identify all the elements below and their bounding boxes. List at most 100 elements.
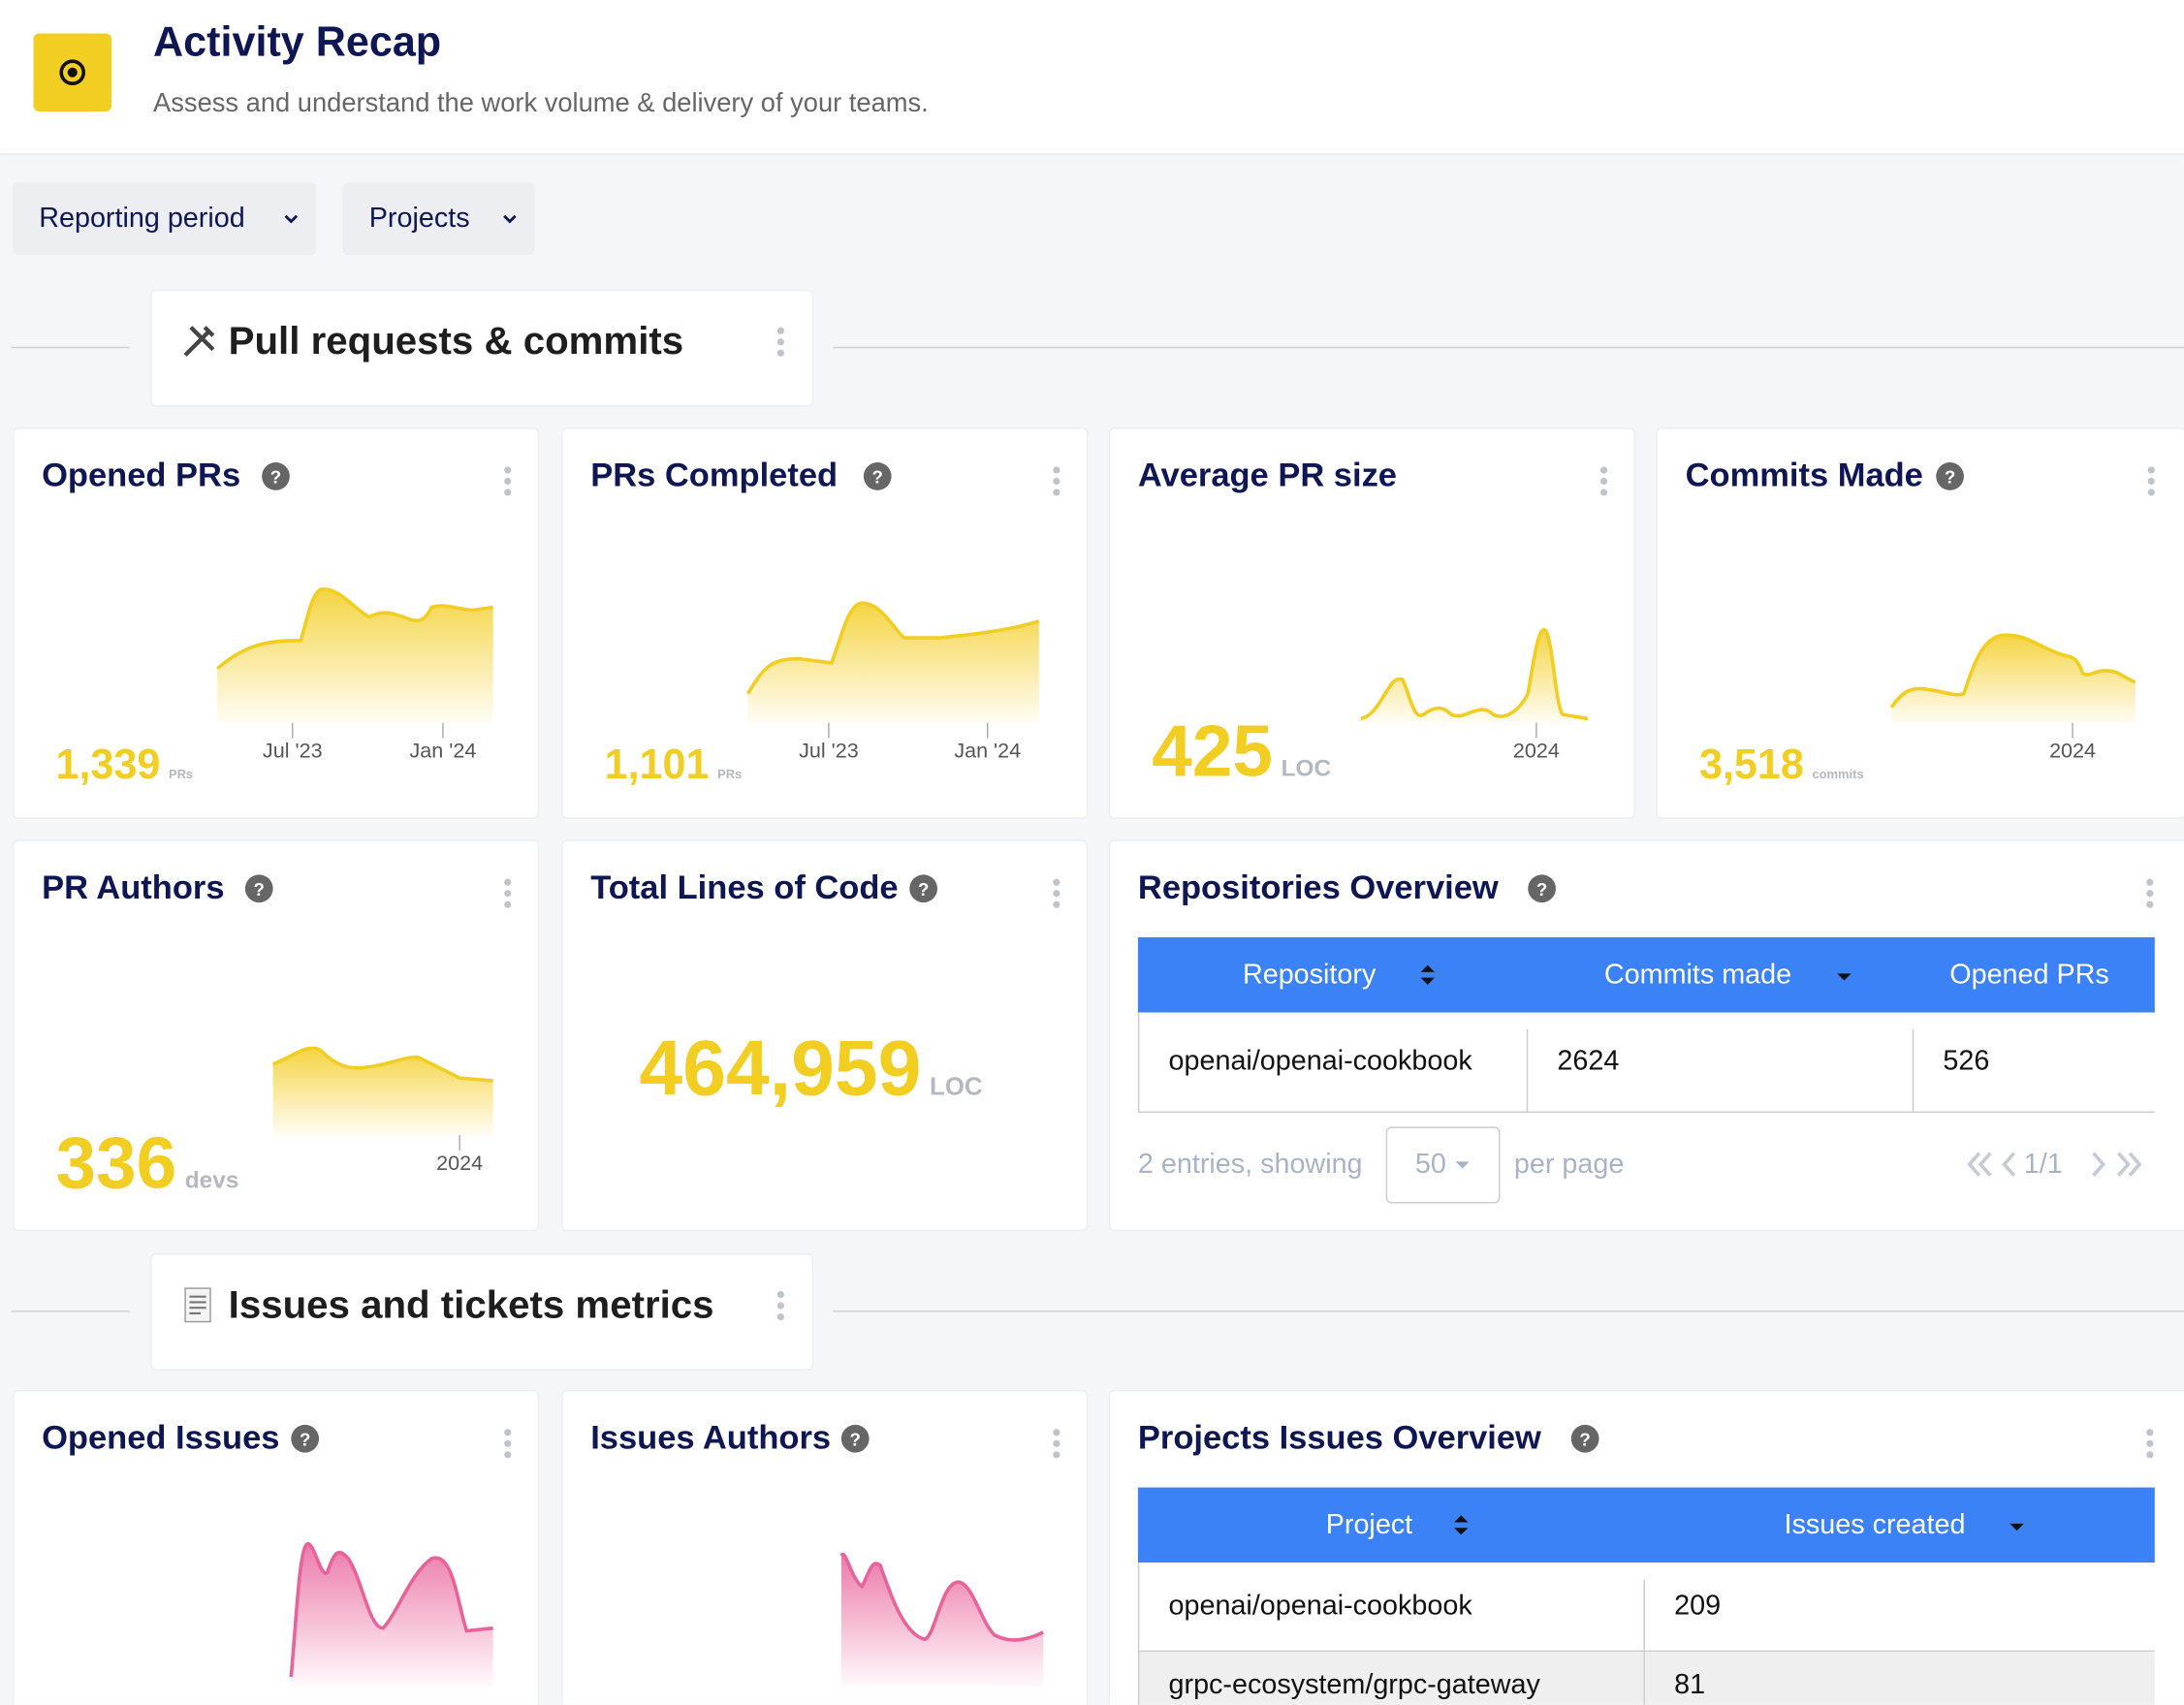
- column-header[interactable]: Commits made: [1603, 959, 1792, 991]
- menu-button[interactable]: [776, 1290, 784, 1324]
- dropdown-caret: [284, 214, 299, 224]
- metric-card: Opened PRs? Jul '23 Jan '24 1,339 PRs: [12, 427, 540, 819]
- sparkline: [289, 1542, 493, 1688]
- help-icon[interactable]: ?: [863, 462, 892, 490]
- cell-divider: [1526, 1028, 1529, 1114]
- page-title: Activity Recap: [153, 19, 442, 66]
- sort-icon: [1420, 964, 1435, 985]
- cell-divider: [1912, 1028, 1915, 1114]
- menu-button[interactable]: [1053, 1429, 1060, 1462]
- help-icon[interactable]: ?: [262, 462, 290, 490]
- section-header: Pull requests & commits: [150, 289, 814, 407]
- svg-text:?: ?: [1536, 879, 1547, 900]
- sort-desc-icon: [1837, 973, 1852, 981]
- table-cell: 526: [1943, 1046, 1990, 1077]
- prev-page: [2002, 1152, 2016, 1177]
- menu-button[interactable]: [1599, 466, 1608, 499]
- sparkline: [1889, 633, 2137, 739]
- table-cell: openai/openai-cookbook: [1168, 1046, 1472, 1077]
- card-title: PRs Completed: [590, 457, 839, 495]
- card-title: Opened PRs: [42, 457, 241, 495]
- pagination-controls: [1967, 1152, 2142, 1177]
- menu-button[interactable]: [504, 466, 512, 499]
- help-icon[interactable]: ?: [840, 1424, 870, 1453]
- card-title: Average PR size: [1137, 457, 1397, 495]
- menu-button[interactable]: [2146, 878, 2154, 912]
- svg-text:?: ?: [300, 1429, 310, 1449]
- metric-unit: commits: [1812, 767, 1864, 782]
- metric-value: 464,959 LOC: [640, 1023, 983, 1113]
- sparkline-line: [215, 586, 493, 671]
- menu-button[interactable]: [1053, 878, 1060, 912]
- per-page-select[interactable]: 50: [1385, 1126, 1501, 1204]
- sparkline: [746, 601, 1040, 739]
- menu-button[interactable]: [504, 878, 512, 912]
- svg-text:?: ?: [254, 879, 265, 900]
- per-page-text: per page: [1513, 1149, 1625, 1181]
- card-title: Opened Issues: [42, 1419, 280, 1457]
- sparkline: [839, 1552, 1044, 1688]
- metric-unit: PRs: [717, 767, 743, 782]
- axis-label: Jul '23: [799, 739, 859, 764]
- metric-value: 1,339 PRs: [55, 742, 193, 790]
- menu-button[interactable]: [1053, 466, 1060, 499]
- menu-button[interactable]: [504, 1429, 512, 1462]
- sparkline-area: [840, 1554, 1044, 1688]
- sort-desc-icon: [2010, 1523, 2024, 1531]
- page-subtitle: Assess and understand the work volume & …: [153, 88, 929, 119]
- menu-button[interactable]: [2147, 466, 2155, 499]
- metric-card: Commits Made? 2024 3,518 commits: [1656, 427, 2184, 819]
- sparkline-line: [839, 1552, 1044, 1642]
- menu-button[interactable]: [776, 327, 784, 361]
- help-icon[interactable]: ?: [1570, 1424, 1599, 1453]
- table: Repository Commits made Opened PRs openai/o…: [1137, 937, 2155, 1114]
- metric-value: 3,518 commits: [1699, 742, 1864, 790]
- column-header[interactable]: Project: [1325, 1509, 1413, 1541]
- column-header[interactable]: Opened PRs: [1949, 959, 2109, 991]
- help-icon[interactable]: ?: [909, 874, 938, 903]
- svg-text:?: ?: [918, 879, 929, 900]
- cell-divider: [1643, 1652, 1645, 1705]
- metric-number: 464,959: [639, 1024, 922, 1112]
- metric-card: Opened Issues?: [12, 1389, 540, 1705]
- sparkline-line: [272, 1046, 493, 1083]
- section-title: Pull requests & commits: [228, 319, 684, 363]
- sparkline-area: [1891, 635, 2136, 725]
- help-icon[interactable]: ?: [244, 874, 273, 903]
- metric-unit: LOC: [1281, 754, 1332, 782]
- svg-text:?: ?: [1945, 467, 1955, 488]
- axis-label: Jul '23: [262, 739, 323, 764]
- help-icon[interactable]: ?: [291, 1424, 320, 1453]
- metric-value: 1,101 PRs: [605, 742, 743, 790]
- table-cell: 81: [1674, 1669, 1706, 1701]
- help-icon[interactable]: ?: [1936, 462, 1964, 490]
- metric-number: 3,518: [1698, 742, 1804, 789]
- sparkline-area: [272, 1048, 493, 1137]
- menu-button[interactable]: [2146, 1429, 2154, 1462]
- column-header[interactable]: Repository: [1242, 959, 1377, 991]
- metric-unit: devs: [184, 1167, 239, 1194]
- metric-card: Total Lines of Code? 464,959 LOC: [561, 839, 1089, 1232]
- card-title: Total Lines of Code: [590, 868, 899, 907]
- metric-card: PRs Completed? Jul '23 Jan '24 1,101 PRs: [561, 427, 1089, 819]
- metric-number: 336: [55, 1123, 177, 1205]
- cell-divider: [1643, 1579, 1645, 1653]
- filter-dropdown[interactable]: Projects: [342, 182, 535, 255]
- first-page: [1967, 1152, 1992, 1177]
- metric-card: Average PR size 2024 425 LOC: [1108, 427, 1635, 819]
- filter-dropdown[interactable]: Reporting period: [12, 182, 317, 255]
- entries-text: 2 entries, showing: [1137, 1149, 1363, 1181]
- axis-label: Jan '24: [954, 739, 1022, 764]
- sparkline-area: [1360, 629, 1589, 725]
- metric-unit: LOC: [930, 1072, 983, 1101]
- axis-label: Jan '24: [409, 739, 477, 764]
- column-header[interactable]: Issues created: [1784, 1509, 1966, 1541]
- card-title: PR Authors: [42, 868, 225, 907]
- filter-label: Projects: [368, 203, 470, 235]
- axis-label: 2024: [436, 1152, 484, 1176]
- section-icon: [183, 326, 215, 357]
- metric-value: 336 devs: [55, 1122, 238, 1206]
- sort-icon: [1454, 1515, 1469, 1535]
- help-icon[interactable]: ?: [1528, 874, 1556, 903]
